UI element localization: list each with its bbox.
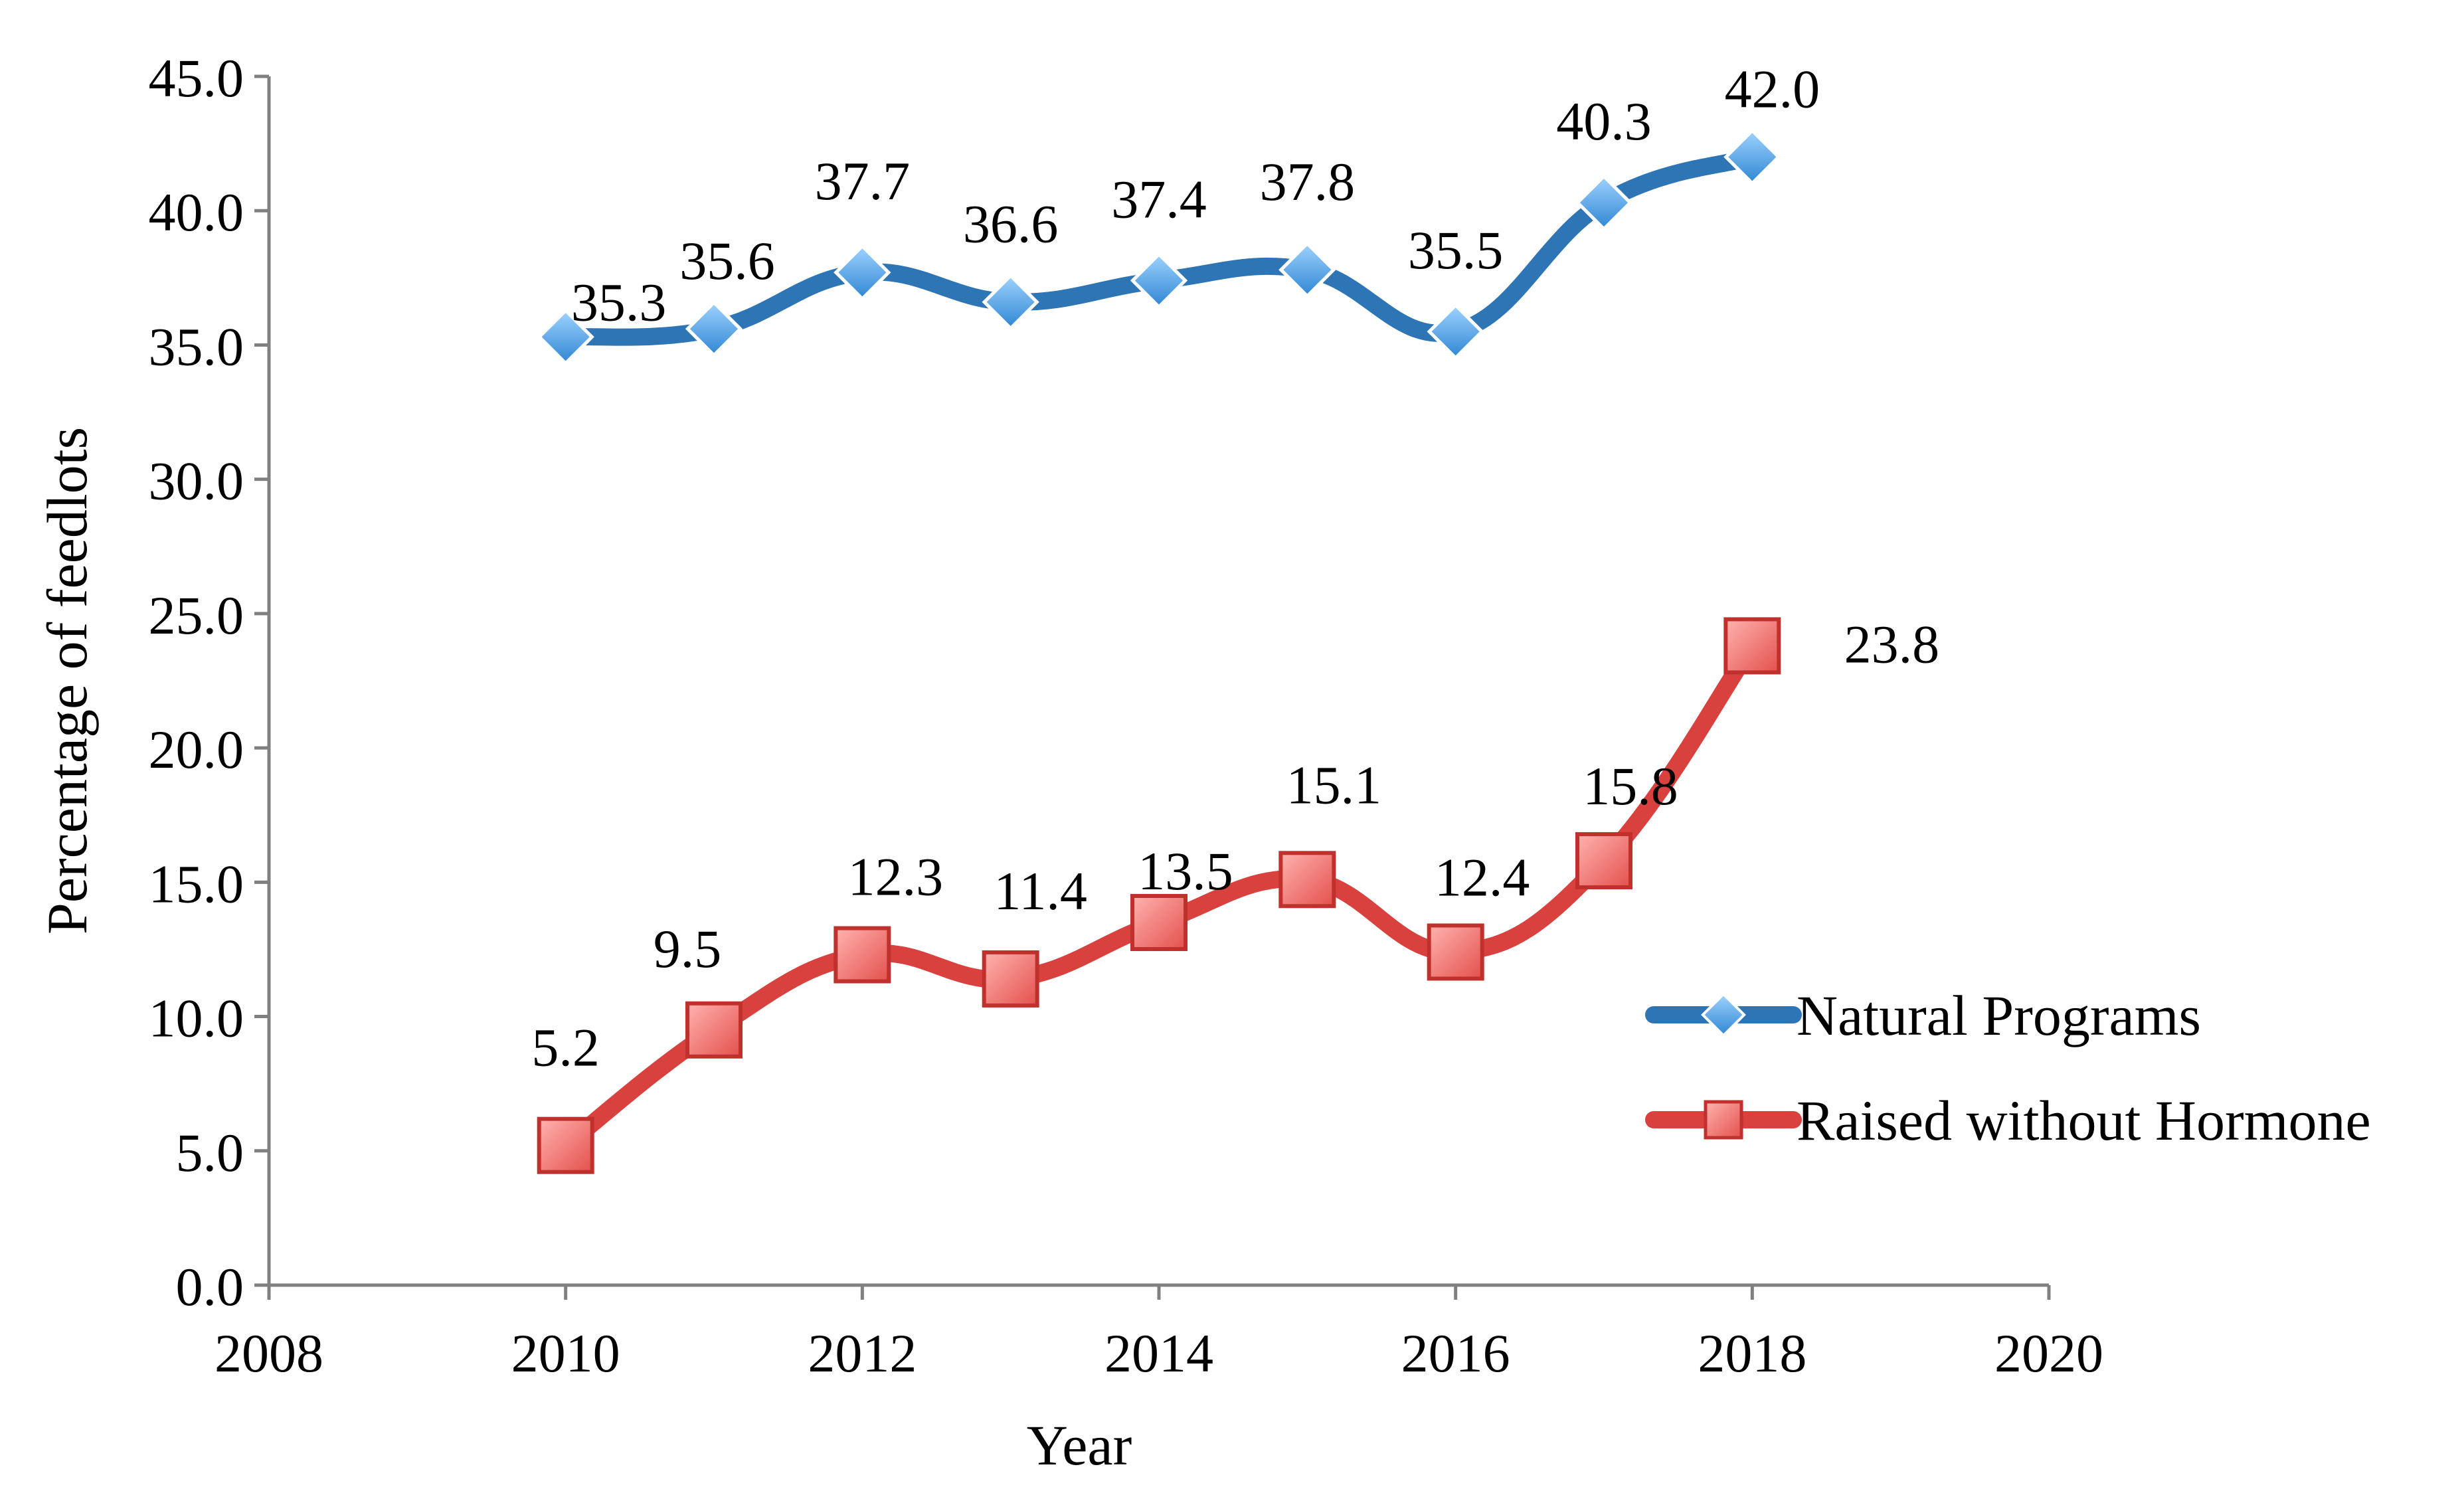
x-tick-label: 2014: [1104, 1323, 1213, 1383]
data-label: 35.3: [571, 272, 667, 332]
data-point-diamond: [1427, 303, 1484, 361]
data-point-diamond: [982, 273, 1039, 331]
data-point-diamond: [1723, 128, 1781, 186]
data-label: 12.4: [1435, 847, 1530, 907]
y-tick-label: 40.0: [149, 182, 244, 242]
x-tick-label: 2020: [1994, 1323, 2103, 1383]
data-point-diamond: [537, 308, 594, 366]
y-axis-ticks: 0.0 5.0 10.0 15.0 20.0 25.0 30.0 35.0 40.0 45.0: [149, 48, 269, 1317]
data-label: 23.8: [1844, 614, 1940, 674]
data-point-square: [1575, 832, 1632, 889]
data-point-square: [1278, 851, 1336, 909]
legend-label-raised-without-hormone: Raised without Hormone: [1797, 1089, 2371, 1152]
data-label: 9.5: [654, 919, 722, 979]
data-label: 15.8: [1583, 756, 1678, 816]
y-tick-label: 15.0: [149, 853, 244, 914]
data-point-square: [834, 926, 891, 984]
data-label: 5.2: [531, 1017, 600, 1078]
x-axis-ticks: 2008 2010 2012 2014 2016 2018 2020: [215, 1285, 2103, 1383]
x-tick-label: 2008: [215, 1323, 323, 1383]
data-label: 35.5: [1408, 220, 1504, 280]
data-label: 35.6: [679, 230, 775, 291]
y-tick-label: 30.0: [149, 451, 244, 511]
y-tick-label: 20.0: [149, 719, 244, 780]
data-point-diamond: [1278, 241, 1336, 299]
y-tick-label: 0.0: [176, 1257, 244, 1317]
legend-square-icon: [1704, 1100, 1743, 1140]
series-natural-programs: 35.335.6 37.7 36.6 37.4 37.8 35.5 40.3 42.0: [537, 58, 1820, 366]
legend: Natural Programs Raised without Hormone: [1645, 984, 2371, 1152]
x-axis-title: Year: [1027, 1413, 1132, 1477]
legend-label-natural-programs: Natural Programs: [1797, 984, 2201, 1047]
data-label: 37.4: [1111, 169, 1207, 229]
data-point-square: [1723, 617, 1781, 675]
data-point-square: [1130, 894, 1188, 951]
data-point-square: [685, 1001, 743, 1059]
y-tick-label: 5.0: [176, 1122, 244, 1183]
data-label: 11.4: [994, 861, 1087, 921]
legend-diamond-icon: [1701, 992, 1746, 1037]
data-label: 12.3: [848, 847, 944, 907]
y-axis-title: Percentage of feedlots: [35, 427, 99, 934]
series-raised-without-hormone: 5.2 9.5 12.3 11.4 13.5 15.1 12.4 15.8 23.8: [531, 614, 1940, 1174]
data-point-square: [537, 1116, 594, 1174]
y-tick-label: 25.0: [149, 585, 244, 646]
data-label: 36.6: [963, 194, 1059, 254]
data-point-diamond: [685, 300, 743, 358]
data-point-diamond: [834, 244, 891, 302]
data-point-square: [982, 950, 1039, 1008]
data-label: 13.5: [1138, 841, 1233, 901]
x-tick-label: 2016: [1401, 1323, 1510, 1383]
y-tick-label: 45.0: [149, 48, 244, 108]
y-tick-label: 10.0: [149, 988, 244, 1049]
x-tick-label: 2018: [1698, 1323, 1806, 1383]
legend-item-natural-programs: Natural Programs: [1645, 984, 2201, 1047]
x-tick-label: 2010: [511, 1323, 620, 1383]
data-label: 37.7: [815, 151, 911, 211]
series-layer: 35.335.6 37.7 36.6 37.4 37.8 35.5 40.3 42.0 5.2 9…: [531, 58, 1940, 1174]
data-label: 37.8: [1260, 151, 1356, 212]
data-label: 40.3: [1556, 91, 1652, 151]
data-point-diamond: [1575, 173, 1633, 232]
legend-item-raised-without-hormone: Raised without Hormone: [1645, 1089, 2371, 1152]
data-point-diamond: [1130, 252, 1188, 309]
data-label: 42.0: [1725, 58, 1820, 119]
data-label: 15.1: [1286, 754, 1382, 815]
data-point-square: [1427, 923, 1484, 981]
y-tick-label: 35.0: [149, 316, 244, 377]
x-tick-label: 2012: [808, 1323, 917, 1383]
